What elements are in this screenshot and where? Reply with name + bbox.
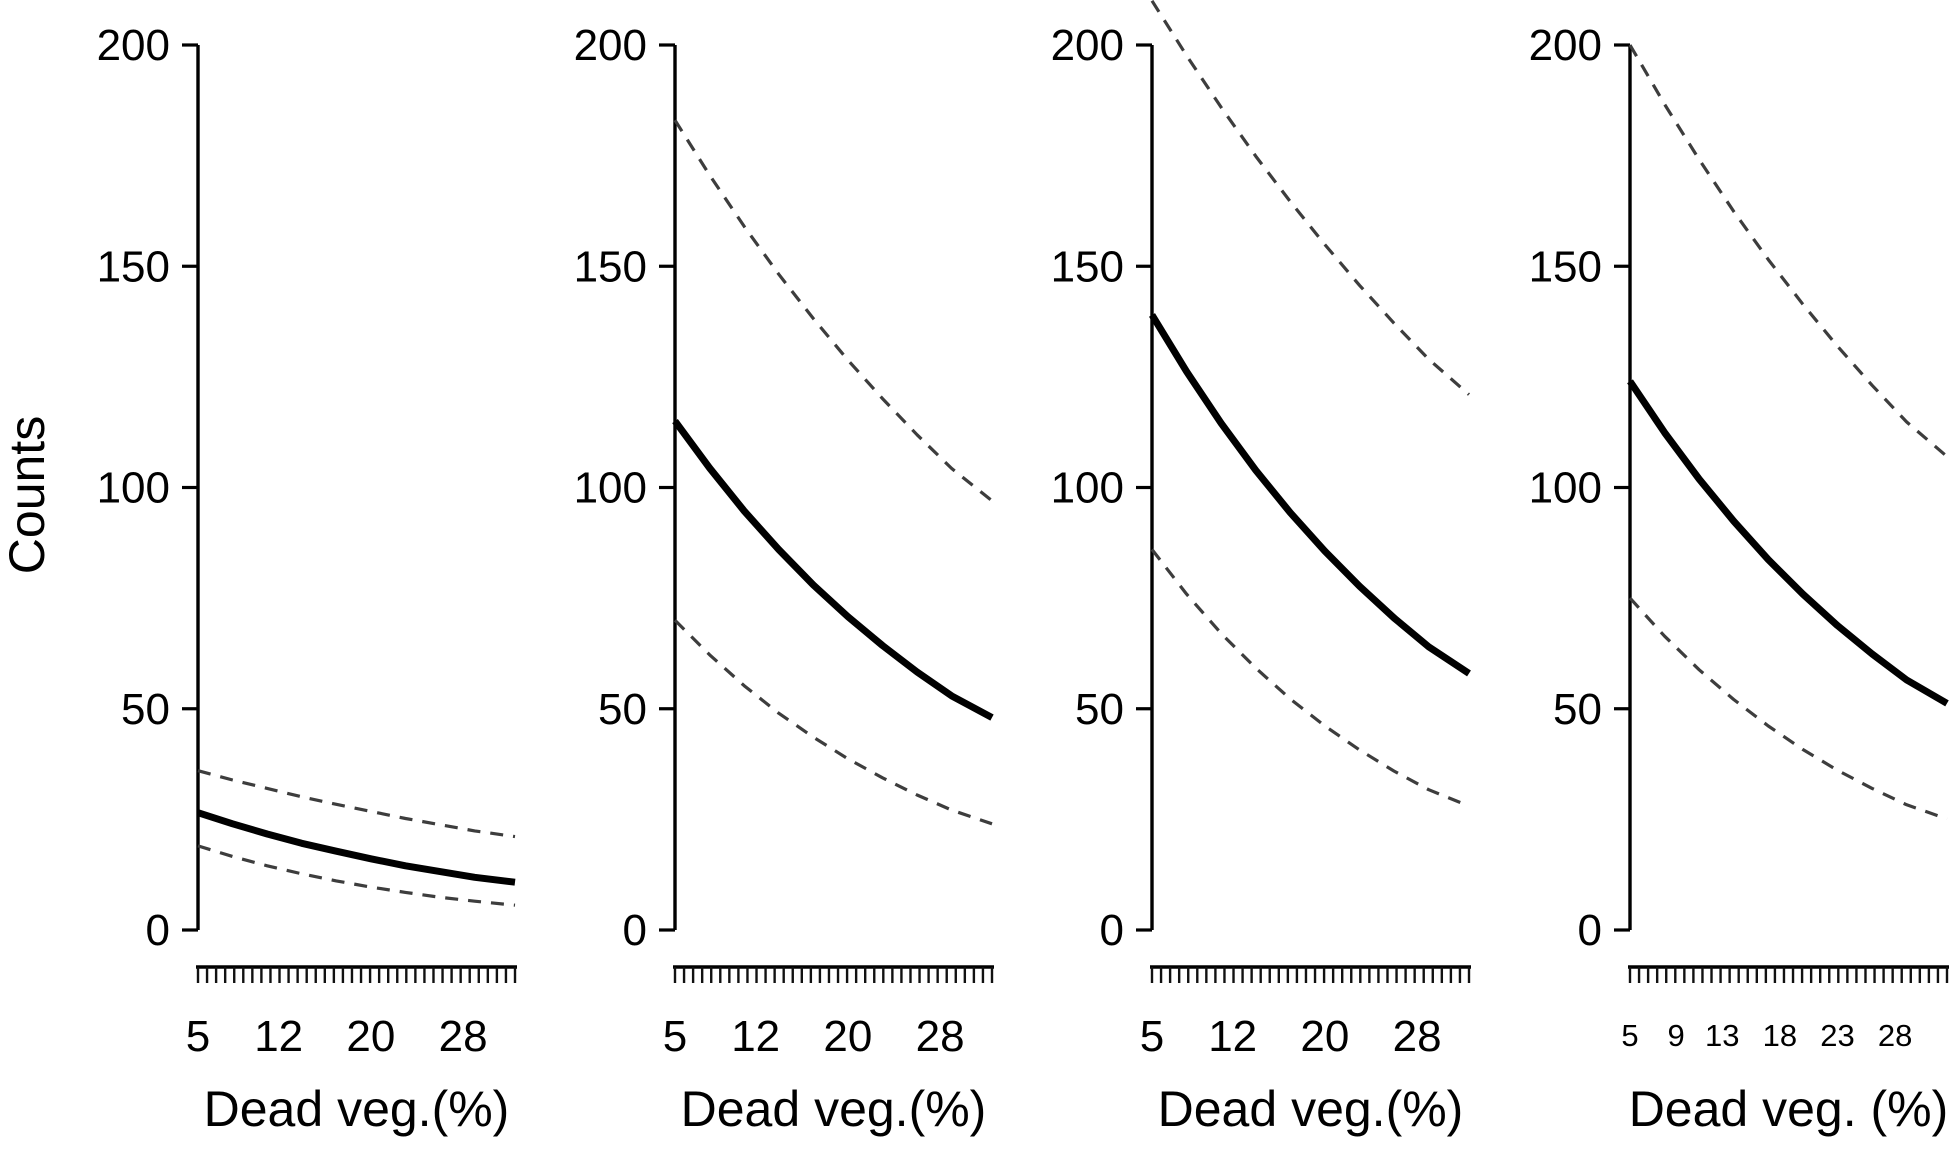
- x-tick-label-20: 20: [823, 1012, 872, 1061]
- panel-2-lower-ci-line: [673, 619, 993, 826]
- y-tick-label-100: 100: [97, 464, 170, 513]
- x-tick-label-20: 20: [346, 1012, 395, 1061]
- y-tick-label-150: 150: [574, 242, 647, 291]
- y-tick-label-50: 50: [1553, 685, 1602, 734]
- panel-4-mean-line: [1627, 379, 1949, 707]
- panel-1: 0 50 100 150 200 5 12 20 28 Dead veg.(%): [97, 21, 517, 1137]
- y-tick-label-150: 150: [1529, 242, 1602, 291]
- x-axis-title-panel-3: Dead veg.(%): [1158, 1081, 1464, 1137]
- x-tick-label-28: 28: [1878, 1018, 1912, 1053]
- y-tick-label-0: 0: [1578, 906, 1602, 955]
- x-tick-label-5: 5: [1621, 1018, 1638, 1053]
- x-tick-label-9: 9: [1667, 1018, 1684, 1053]
- y-tick-label-150: 150: [1051, 242, 1124, 291]
- y-tick-label-100: 100: [1529, 464, 1602, 513]
- y-tick-label-200: 200: [1529, 21, 1602, 70]
- y-tick-label-0: 0: [623, 906, 647, 955]
- panel-4-lower-ci-line: [1628, 597, 1948, 821]
- panel-1-lower-ci-line: [197, 844, 516, 907]
- panel-3-mean-line: [1149, 313, 1471, 677]
- y-tick-label-100: 100: [574, 464, 647, 513]
- x-tick-label-13: 13: [1705, 1018, 1739, 1053]
- y-tick-label-0: 0: [146, 906, 170, 955]
- y-tick-label-150: 150: [97, 242, 170, 291]
- x-tick-label-18: 18: [1763, 1018, 1797, 1053]
- x-axis-title-panel-2: Dead veg.(%): [681, 1081, 987, 1137]
- panel-4: 0 50 100 150 200 5 9 13 18 23 28 Dead veg. (%): [1529, 21, 1949, 1137]
- y-tick-label-50: 50: [121, 685, 170, 734]
- x-tick-label-5: 5: [186, 1012, 210, 1061]
- x-tick-label-12: 12: [731, 1012, 780, 1061]
- panel-3-lower-ci-line: [1150, 548, 1470, 808]
- x-axis-title-panel-4: Dead veg. (%): [1629, 1081, 1949, 1137]
- x-tick-label-28: 28: [916, 1012, 965, 1061]
- x-tick-label-12: 12: [1208, 1012, 1257, 1061]
- y-tick-label-0: 0: [1100, 906, 1124, 955]
- y-tick-label-200: 200: [574, 21, 647, 70]
- y-tick-label-200: 200: [97, 21, 170, 70]
- y-tick-label-50: 50: [1075, 685, 1124, 734]
- panel-3-upper-ci-line: [1150, 0, 1471, 396]
- panel-2-mean-line: [672, 419, 994, 721]
- y-axis-title: Counts: [0, 415, 55, 575]
- y-tick-label-100: 100: [1051, 464, 1124, 513]
- x-tick-label-28: 28: [1393, 1012, 1442, 1061]
- x-tick-label-5: 5: [1140, 1012, 1164, 1061]
- panel-2-upper-ci-line: [673, 119, 994, 503]
- x-tick-label-28: 28: [439, 1012, 488, 1061]
- x-axis-title-panel-1: Dead veg.(%): [204, 1081, 510, 1137]
- x-tick-label-5: 5: [663, 1012, 687, 1061]
- panel-4-upper-ci-line: [1628, 44, 1949, 458]
- panel-1-upper-ci-line: [197, 769, 516, 839]
- y-tick-label-200: 200: [1051, 21, 1124, 70]
- x-tick-label-23: 23: [1820, 1018, 1854, 1053]
- panel-1-mean-line: [196, 809, 516, 886]
- panel-3: 0 50 100 150 200 5 12 20 28 Dead veg.(%): [1051, 0, 1471, 1137]
- panel-2: 0 50 100 150 200 5 12 20 28 Dead veg.(%): [574, 21, 994, 1137]
- x-tick-label-20: 20: [1300, 1012, 1349, 1061]
- y-tick-label-50: 50: [598, 685, 647, 734]
- x-tick-label-12: 12: [254, 1012, 303, 1061]
